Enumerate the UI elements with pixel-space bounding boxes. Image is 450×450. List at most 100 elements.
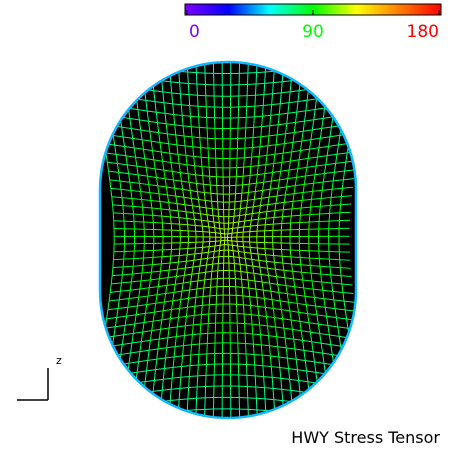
mesh-line [106,162,110,172]
mesh-line [289,249,292,257]
mesh-line [142,66,152,69]
mesh-line [188,386,198,389]
mesh-line [313,288,323,291]
mesh-line [179,163,188,166]
mesh-line [314,361,325,364]
mesh-line [158,132,168,135]
mesh-line [160,411,170,414]
mesh-line [307,313,317,316]
mesh-line [173,290,183,293]
mesh-line [113,405,124,408]
mesh-line [189,105,191,117]
mesh-line [155,168,164,171]
mesh-line [182,125,185,137]
mesh-line [284,186,288,195]
mesh-line [279,367,282,379]
mesh-line [280,300,289,303]
mesh-line [243,313,252,316]
mesh-line [320,273,323,283]
mesh-line [247,279,250,289]
mesh-line [198,333,201,345]
mesh-line [124,146,135,149]
mesh-line [274,209,284,212]
mesh-line [245,137,254,139]
mesh-line [128,352,131,364]
mesh-line [161,262,171,265]
mesh-line [251,206,254,214]
mesh-line [326,383,337,387]
mesh-line [200,147,202,158]
mesh-line [281,222,291,225]
mesh-line [262,94,265,106]
mesh-line [319,206,321,215]
mesh-line [116,315,127,318]
mesh-line [188,376,190,388]
mesh-line [286,347,296,350]
mesh-line [303,175,307,185]
mesh-line [264,171,273,175]
mesh-line [315,305,326,308]
mesh-line [174,188,177,197]
mesh-line [251,147,253,158]
mesh-line [251,258,259,261]
mesh-line [265,316,268,326]
mesh-line [196,182,204,185]
mesh-line [249,166,252,176]
mesh-line [273,307,282,311]
mesh-line [189,288,197,291]
mesh-line [235,184,243,186]
mesh-line [283,270,286,278]
mesh-line [192,315,195,325]
mesh-line [167,270,170,278]
mesh-line [170,254,180,257]
mesh-line [173,346,176,357]
mesh-line [228,227,233,230]
mesh-line [349,131,356,135]
mesh-line [252,127,255,138]
mesh-line [239,264,242,272]
mesh-line [327,75,330,87]
mesh-line [178,248,181,256]
mesh-line [187,224,189,231]
mesh-line [285,132,295,135]
mesh-line [277,179,280,189]
mesh-line [291,62,294,70]
mesh-line [263,104,272,106]
mesh-line [328,394,339,398]
mesh-line [238,220,245,223]
mesh-line [235,192,242,195]
mesh-line [205,199,212,202]
mesh-line [324,307,328,317]
mesh-line [172,103,182,106]
mesh-line [210,193,213,202]
mesh-line [129,296,139,300]
mesh-line [175,134,178,145]
mesh-line [118,172,121,182]
mesh-line [175,345,184,348]
mesh-line [136,165,147,169]
mesh-line [150,68,154,80]
mesh-line [191,324,194,335]
mesh-line [324,164,327,174]
mesh-line [145,360,149,371]
mesh-line [259,267,262,275]
mesh-line [161,216,163,224]
mesh-line [237,221,240,228]
mesh-line [152,256,163,258]
mesh-line [301,66,312,69]
mesh-line [307,313,310,323]
mesh-line [180,104,183,116]
mesh-line [206,214,209,222]
mesh-line [308,322,319,325]
mesh-line [302,339,312,343]
mesh-line [149,413,152,418]
mesh-line [275,195,278,204]
mesh-line [198,206,202,214]
mesh-line [170,399,180,401]
mesh-line [252,333,261,336]
mesh-line [250,174,258,176]
mesh-line [156,348,159,360]
mesh-line [170,249,172,257]
mesh-line [263,173,266,183]
mesh-line [191,272,199,275]
